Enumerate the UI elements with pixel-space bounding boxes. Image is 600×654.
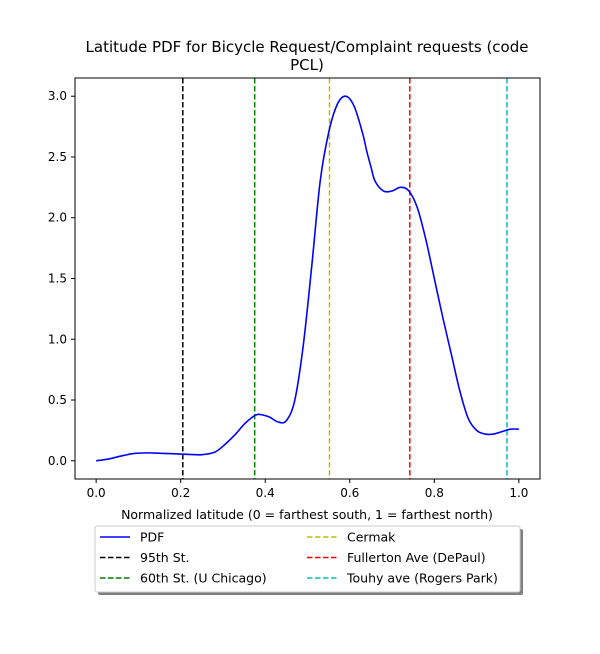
plot-frame xyxy=(74,77,541,480)
x-axis: 0.0 0.2 0.4 0.6 0.8 1.0 xyxy=(87,479,528,500)
x-tick-label: 0.2 xyxy=(171,486,190,500)
y-axis: 0.0 0.5 1.0 1.5 2.0 2.5 3.0 xyxy=(48,89,75,468)
legend-label: Fullerton Ave (DePaul) xyxy=(347,550,486,565)
y-tick-label: 1.5 xyxy=(48,272,67,286)
y-tick-label: 3.0 xyxy=(48,89,67,103)
y-tick-label: 2.0 xyxy=(48,211,67,225)
x-axis-label: Normalized latitude (0 = farthest south,… xyxy=(121,507,493,522)
legend: PDF 95th St. 60th St. (U Chicago) Cermak Ful… xyxy=(94,525,523,595)
y-tick-label: 0.5 xyxy=(48,393,67,407)
x-tick-label: 0.6 xyxy=(340,486,359,500)
y-tick-label: 2.5 xyxy=(48,150,67,164)
x-tick-label: 0.0 xyxy=(87,486,106,500)
x-tick-label: 0.4 xyxy=(256,486,275,500)
legend-label: PDF xyxy=(140,530,164,545)
legend-label: 95th St. xyxy=(140,550,190,565)
y-tick-label: 0.0 xyxy=(48,454,67,468)
x-tick-label: 1.0 xyxy=(509,486,528,500)
x-tick-label: 0.8 xyxy=(425,486,444,500)
chart-title-line-2: PCL) xyxy=(290,56,324,74)
chart-title-line-1: Latitude PDF for Bicycle Request/Complai… xyxy=(86,38,529,56)
legend-box xyxy=(94,525,521,593)
legend-label: Cermak xyxy=(347,530,396,545)
legend-label: 60th St. (U Chicago) xyxy=(140,571,267,586)
legend-label: Touhy ave (Rogers Park) xyxy=(346,571,498,586)
pdf-line xyxy=(96,95,519,462)
plot-area xyxy=(96,78,519,479)
y-tick-label: 1.0 xyxy=(48,332,67,346)
